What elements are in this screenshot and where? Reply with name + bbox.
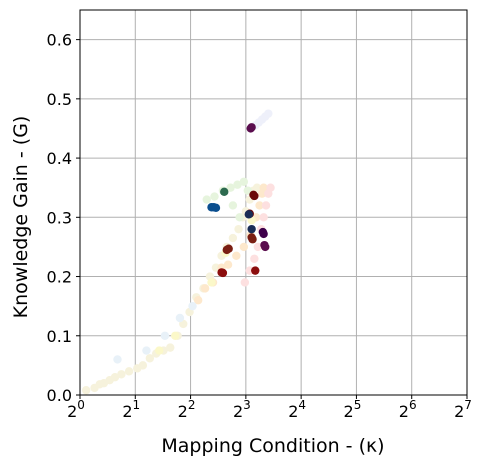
data-point	[259, 229, 268, 239]
data-point	[255, 201, 264, 210]
data-point	[224, 244, 233, 253]
data-point	[218, 268, 228, 278]
data-point	[259, 213, 268, 222]
x-tick-label: 22	[178, 398, 196, 421]
x-tick-label: 26	[399, 398, 417, 421]
data-points	[81, 109, 275, 395]
data-point	[171, 331, 180, 340]
y-tick-label: 0.2	[47, 268, 72, 287]
data-point	[247, 224, 256, 234]
data-point	[124, 367, 134, 376]
axis-ticks: 20 21 22 23 24 25 26 27 0.0 0.1 0.2 0.3 0.4 0.5 0.6	[47, 31, 472, 421]
data-point	[228, 201, 238, 210]
data-point	[228, 233, 238, 243]
data-point	[239, 177, 249, 186]
data-point	[210, 192, 219, 201]
x-tick-label: 23	[233, 398, 251, 421]
data-point	[200, 284, 210, 293]
data-point	[244, 210, 253, 219]
y-tick-label: 0.6	[47, 31, 72, 50]
data-point	[223, 260, 233, 269]
data-point	[248, 235, 257, 244]
data-point	[175, 313, 185, 323]
y-tick-label: 0.4	[47, 149, 72, 168]
data-point	[264, 109, 273, 118]
data-point	[261, 242, 270, 252]
data-point	[113, 355, 122, 364]
data-point	[250, 191, 259, 201]
data-point	[188, 301, 197, 311]
data-point	[226, 183, 235, 192]
data-point	[155, 346, 164, 355]
data-point	[160, 331, 170, 340]
data-point	[145, 354, 155, 363]
plot-frame	[79, 9, 468, 396]
data-point	[247, 123, 256, 132]
y-tick-label: 0.0	[47, 386, 72, 405]
x-tick-label: 27	[454, 398, 472, 421]
data-point	[250, 254, 259, 263]
data-point	[266, 183, 275, 192]
y-tick-label: 0.1	[47, 327, 72, 346]
data-point	[239, 242, 249, 252]
data-point	[138, 361, 148, 370]
data-point	[142, 346, 151, 355]
data-point	[81, 386, 91, 395]
x-tick-label: 25	[344, 398, 362, 421]
x-tick-label: 24	[288, 398, 306, 421]
x-tick-label: 21	[122, 398, 140, 421]
data-point	[251, 266, 260, 275]
x-tick-label: 20	[67, 398, 85, 421]
data-point	[193, 296, 203, 305]
y-axis-label: Knowledge Gain - (G)	[10, 116, 32, 319]
data-point	[261, 201, 271, 210]
y-tick-label: 0.3	[47, 208, 72, 227]
data-point	[166, 343, 175, 352]
y-tick-label: 0.5	[47, 90, 72, 109]
data-point	[253, 242, 263, 252]
data-point	[117, 370, 126, 379]
data-point	[252, 183, 262, 192]
data-point	[259, 183, 268, 192]
data-point	[232, 251, 241, 261]
data-point	[110, 373, 120, 382]
data-point	[235, 213, 244, 222]
data-point	[211, 203, 221, 213]
data-point	[202, 195, 211, 204]
data-point	[240, 278, 250, 287]
data-point	[233, 180, 242, 189]
data-point	[234, 224, 243, 234]
x-axis-label: Mapping Condition - (κ)	[161, 435, 384, 457]
data-point	[207, 278, 216, 287]
grid-lines	[79, 10, 468, 396]
data-point	[220, 187, 229, 197]
